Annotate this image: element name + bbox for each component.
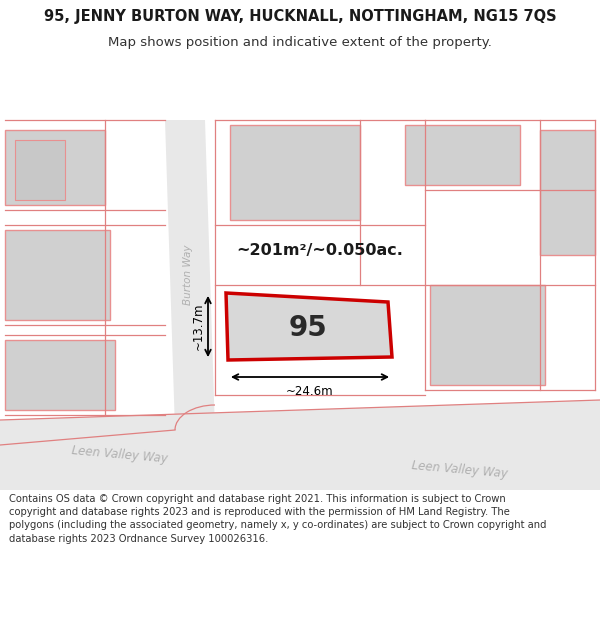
Polygon shape [5, 130, 105, 205]
Polygon shape [405, 125, 520, 185]
Text: Burton Way: Burton Way [183, 245, 193, 305]
Polygon shape [230, 125, 360, 220]
Text: ~13.7m: ~13.7m [192, 302, 205, 350]
Polygon shape [0, 400, 600, 490]
Polygon shape [5, 230, 110, 320]
Polygon shape [430, 285, 545, 385]
Text: ~24.6m: ~24.6m [286, 385, 334, 398]
Text: ~201m²/~0.050ac.: ~201m²/~0.050ac. [236, 242, 403, 258]
Text: Contains OS data © Crown copyright and database right 2021. This information is : Contains OS data © Crown copyright and d… [9, 494, 547, 544]
Polygon shape [165, 120, 215, 430]
Polygon shape [226, 293, 392, 360]
Text: Map shows position and indicative extent of the property.: Map shows position and indicative extent… [108, 36, 492, 49]
Text: 95: 95 [289, 314, 328, 342]
Text: Leen Valley Way: Leen Valley Way [412, 459, 509, 481]
Polygon shape [15, 140, 65, 200]
Polygon shape [5, 340, 115, 410]
Text: 95, JENNY BURTON WAY, HUCKNALL, NOTTINGHAM, NG15 7QS: 95, JENNY BURTON WAY, HUCKNALL, NOTTINGH… [44, 9, 556, 24]
Polygon shape [175, 430, 230, 490]
Polygon shape [540, 130, 595, 255]
Text: Leen Valley Way: Leen Valley Way [71, 444, 169, 466]
